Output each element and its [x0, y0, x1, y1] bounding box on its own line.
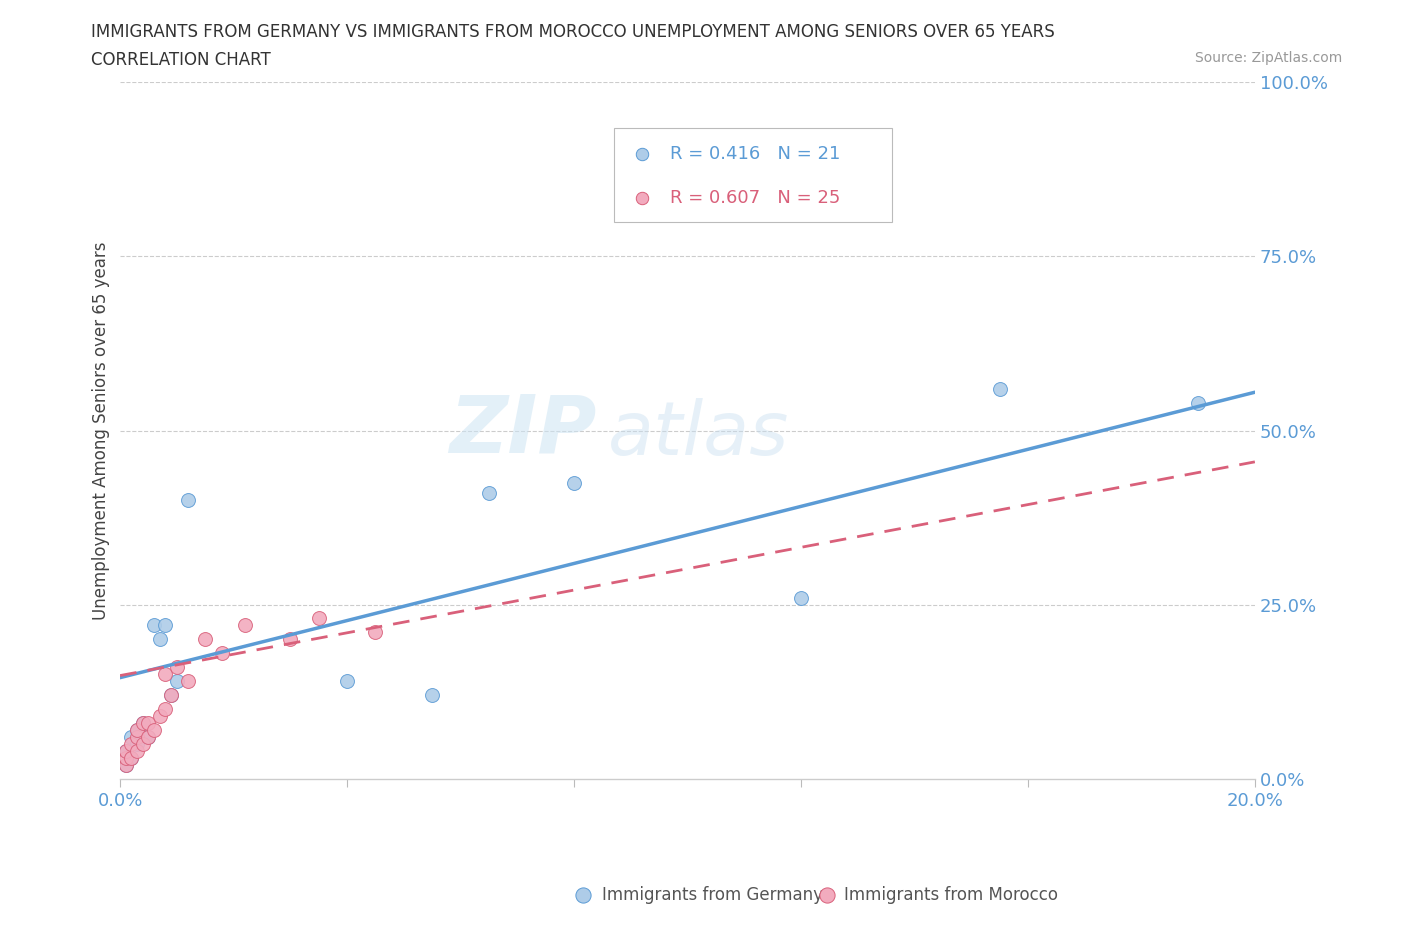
- Point: [160, 687, 183, 702]
- Text: R = 0.607   N = 25: R = 0.607 N = 25: [671, 189, 841, 207]
- Point: [120, 729, 142, 744]
- Point: [420, 687, 443, 702]
- Point: [166, 659, 188, 674]
- Point: [155, 618, 177, 633]
- Point: [138, 715, 160, 730]
- Text: CORRELATION CHART: CORRELATION CHART: [91, 51, 271, 69]
- Point: [127, 723, 149, 737]
- Point: [211, 645, 233, 660]
- Point: [336, 673, 359, 688]
- Point: [127, 743, 149, 758]
- Point: [790, 591, 813, 605]
- Point: [149, 631, 172, 646]
- Point: [155, 667, 177, 682]
- Point: [114, 751, 136, 765]
- Point: [132, 737, 155, 751]
- Point: [160, 687, 183, 702]
- Point: [988, 381, 1011, 396]
- Point: [114, 757, 136, 772]
- Text: Immigrants from Germany: Immigrants from Germany: [602, 885, 823, 904]
- Point: [143, 618, 166, 633]
- Point: [177, 673, 200, 688]
- Point: [114, 757, 136, 772]
- Point: [120, 751, 142, 765]
- Point: [138, 729, 160, 744]
- FancyBboxPatch shape: [613, 127, 891, 221]
- Text: atlas: atlas: [607, 398, 789, 470]
- Text: IMMIGRANTS FROM GERMANY VS IMMIGRANTS FROM MOROCCO UNEMPLOYMENT AMONG SENIORS OV: IMMIGRANTS FROM GERMANY VS IMMIGRANTS FR…: [91, 23, 1055, 41]
- Point: [308, 611, 330, 626]
- Point: [233, 618, 256, 633]
- Point: [132, 715, 155, 730]
- Y-axis label: Unemployment Among Seniors over 65 years: Unemployment Among Seniors over 65 years: [93, 241, 110, 619]
- Point: [127, 737, 149, 751]
- Point: [114, 743, 136, 758]
- Point: [1187, 395, 1209, 410]
- Text: R = 0.416   N = 21: R = 0.416 N = 21: [671, 145, 841, 163]
- Point: [166, 673, 188, 688]
- Point: [120, 737, 142, 751]
- Point: [114, 743, 136, 758]
- Point: [177, 493, 200, 508]
- Point: [364, 625, 387, 640]
- Point: [155, 701, 177, 716]
- Point: [127, 723, 149, 737]
- Point: [143, 723, 166, 737]
- Text: Immigrants from Morocco: Immigrants from Morocco: [844, 885, 1057, 904]
- Point: [132, 715, 155, 730]
- Text: ZIP: ZIP: [450, 392, 596, 470]
- Point: [562, 475, 585, 490]
- Point: [127, 729, 149, 744]
- Point: [278, 631, 301, 646]
- Point: [138, 729, 160, 744]
- Text: Source: ZipAtlas.com: Source: ZipAtlas.com: [1195, 51, 1343, 65]
- Point: [194, 631, 217, 646]
- Point: [120, 751, 142, 765]
- Point: [149, 709, 172, 724]
- Point: [478, 485, 501, 500]
